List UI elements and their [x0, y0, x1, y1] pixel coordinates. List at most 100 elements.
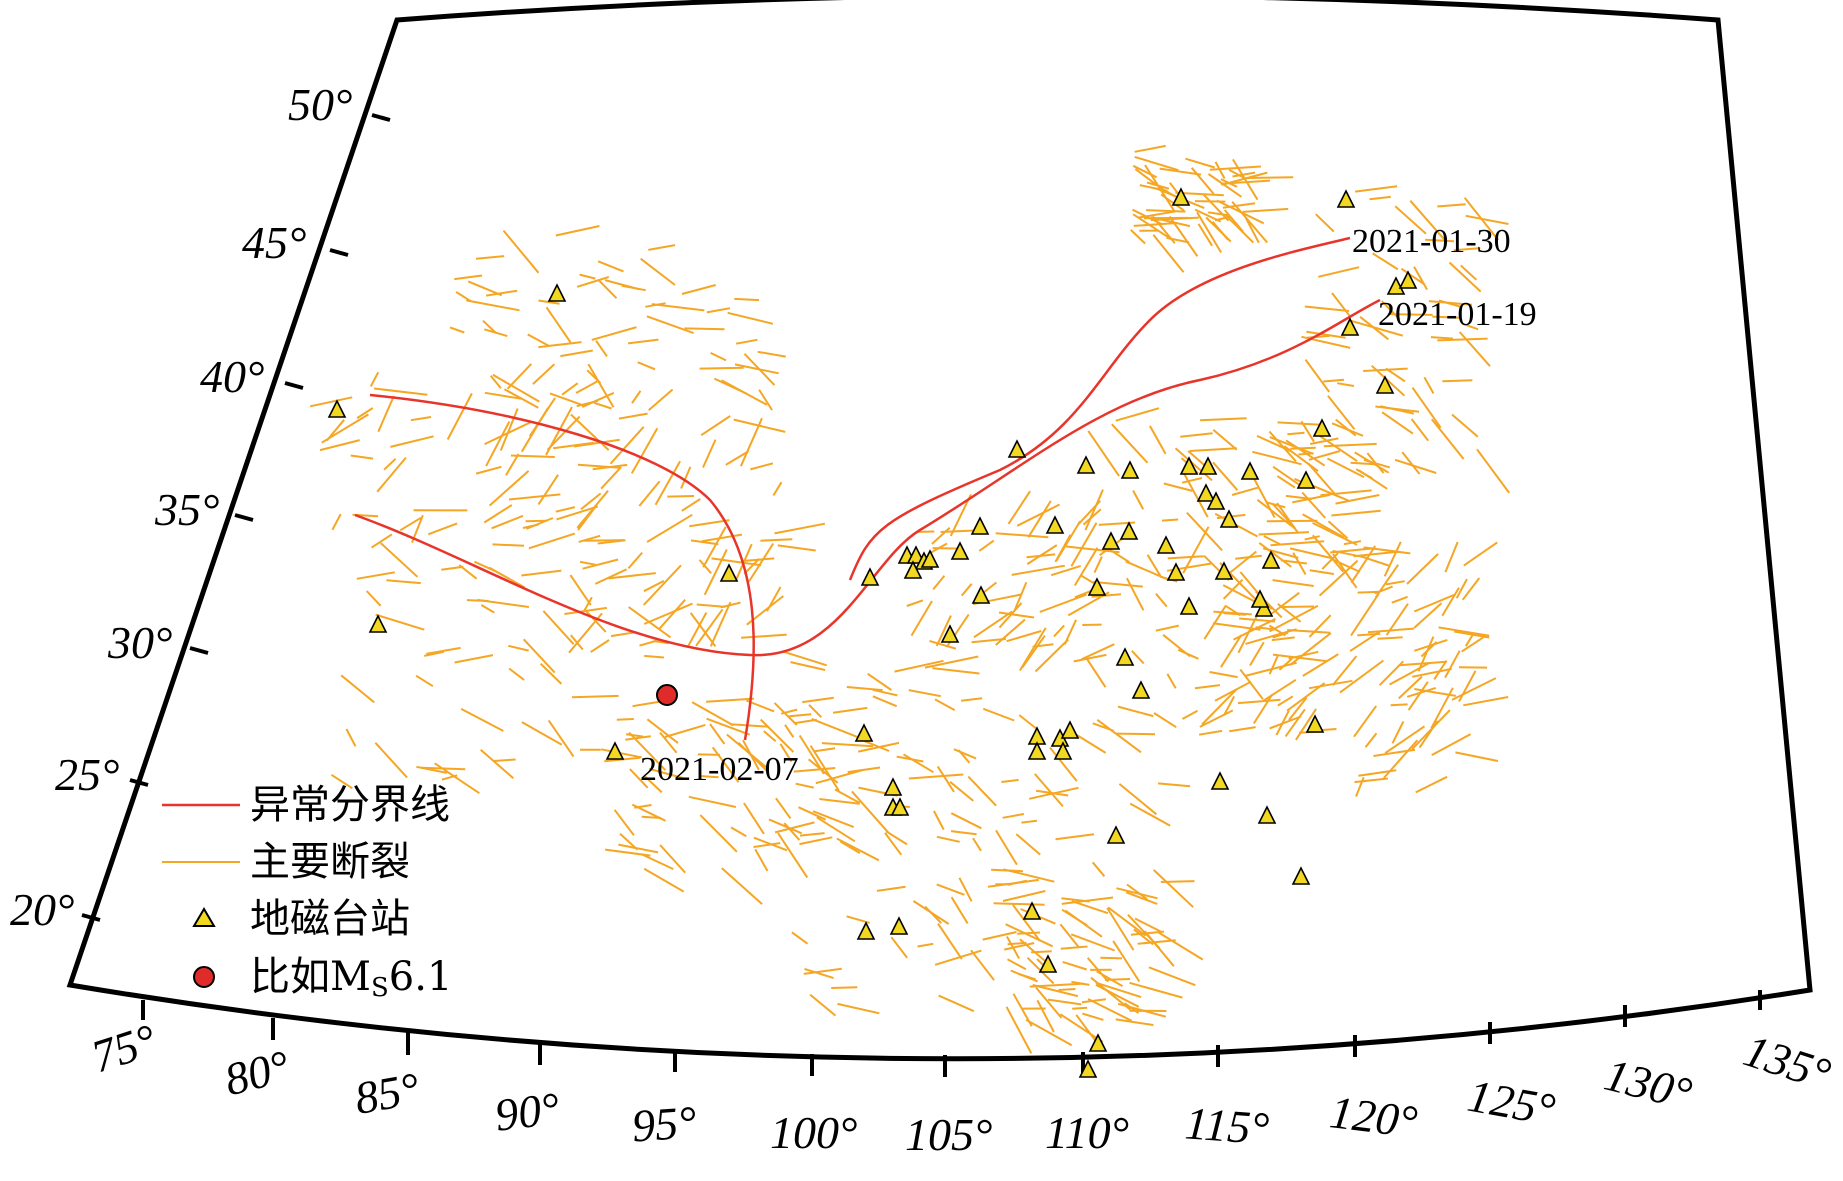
fault-segment: [426, 646, 461, 655]
fault-segment: [802, 696, 834, 704]
fault-segment: [784, 724, 795, 738]
fault-segment: [410, 416, 432, 422]
fault-segment: [846, 686, 883, 692]
fault-segment: [1212, 622, 1261, 631]
longitude-labels: 75° 80° 85° 90° 95° 100° 105° 110° 115° …: [85, 1014, 1836, 1160]
fault-segment: [1223, 695, 1236, 716]
fault-segment: [1306, 330, 1346, 339]
fault-segment: [618, 843, 659, 854]
fault-segment: [1149, 425, 1167, 455]
fault-segment: [415, 674, 434, 688]
fault-segment: [1116, 887, 1158, 900]
fault-segment: [1460, 264, 1478, 281]
fault-segment: [484, 421, 532, 446]
fault-segment: [973, 610, 1013, 639]
fault-segment: [1332, 553, 1358, 589]
fault-segment: [684, 327, 725, 331]
fault-segment: [1194, 208, 1222, 223]
fault-segment: [434, 762, 480, 795]
fault-segment: [1359, 316, 1389, 341]
fault-segment: [1229, 726, 1256, 733]
fault-segment: [508, 644, 529, 652]
fault-segment: [1262, 678, 1297, 702]
fault-segment: [1016, 503, 1061, 527]
fault-segment: [1270, 540, 1325, 547]
fault-segment: [374, 742, 408, 779]
fault-segment: [1223, 209, 1244, 233]
fault-segment: [1304, 535, 1320, 541]
fault-segment: [485, 289, 518, 297]
fault-segment: [492, 373, 540, 403]
fault-segment: [1012, 904, 1041, 942]
fault-segment: [1222, 202, 1256, 209]
station-marker: [1179, 456, 1199, 475]
fault-segment: [1277, 695, 1294, 707]
fault-segment: [936, 883, 965, 896]
station-marker: [1398, 270, 1418, 289]
fault-segment: [1373, 748, 1416, 757]
fault-segment: [377, 395, 395, 433]
fault-segment: [1059, 1013, 1104, 1043]
station-marker: [1060, 720, 1080, 739]
fault-segment: [1383, 739, 1419, 779]
fault-segment: [726, 733, 768, 769]
fault-segment: [1363, 546, 1411, 555]
fault-segment: [598, 279, 618, 299]
fault-segment: [753, 842, 781, 848]
fault-segment: [1330, 557, 1361, 573]
fault-segment: [480, 749, 514, 779]
fault-segment: [1451, 677, 1497, 701]
fault-segment: [571, 694, 619, 699]
fault-segment: [1231, 486, 1259, 496]
fault-segment: [1006, 630, 1042, 643]
fault-segment: [950, 830, 977, 836]
fault-segment: [1081, 643, 1115, 661]
fault-segment: [508, 667, 525, 681]
fault-segment: [1155, 624, 1180, 632]
fault-segment: [608, 572, 656, 580]
fault-segment: [321, 413, 369, 444]
fault-segment: [576, 276, 610, 288]
fault-segment: [649, 767, 684, 780]
fault-segment: [488, 470, 530, 507]
fault-segment: [1354, 185, 1398, 193]
fault-segment: [1050, 564, 1082, 577]
station-marker: [883, 777, 903, 796]
fault-segment: [1307, 463, 1336, 496]
fault-segment: [1364, 732, 1378, 748]
station-marker: [1166, 562, 1186, 581]
fault-segment: [995, 532, 1049, 539]
fault-segment: [876, 885, 906, 892]
fault-segment: [510, 454, 555, 458]
fault-segment: [570, 413, 610, 451]
anomaly-line-2021-01-30: [369, 393, 755, 741]
fault-segment: [1444, 541, 1459, 573]
fault-segment: [1060, 945, 1088, 950]
fault-segment: [1084, 489, 1104, 531]
fault-segment: [1465, 214, 1509, 225]
fault-segment: [659, 731, 678, 754]
station-marker: [903, 560, 923, 579]
fault-segment: [454, 274, 483, 281]
fault-segment: [1146, 209, 1186, 213]
fault-segment: [1367, 627, 1414, 634]
fault-segment: [1106, 907, 1135, 951]
fault-segment: [556, 505, 599, 521]
fault-segment: [686, 612, 708, 649]
fault-segment: [993, 902, 1045, 906]
anomaly-line-2021-02-07: [848, 236, 1351, 581]
fault-segment: [1132, 213, 1172, 240]
fault-segment: [991, 868, 1024, 873]
fault-segment: [950, 896, 969, 925]
fault-segment: [1197, 223, 1213, 247]
fault-segment: [1054, 534, 1072, 563]
fault-segment: [836, 837, 880, 862]
fault-segment: [491, 514, 524, 530]
fault-segment: [961, 583, 973, 597]
station-marker: [1386, 276, 1406, 295]
fault-segment: [618, 412, 648, 420]
fault-segment: [386, 579, 421, 585]
fault-segment: [741, 633, 787, 639]
fault-segment: [502, 229, 540, 274]
fault-segment: [821, 742, 874, 748]
